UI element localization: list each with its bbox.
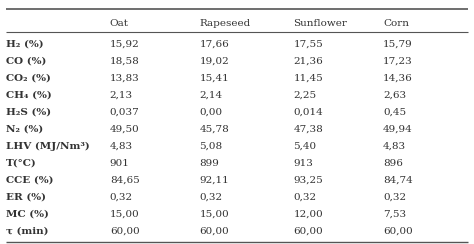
Text: N₂ (%): N₂ (%) <box>6 125 43 134</box>
Text: CCE (%): CCE (%) <box>6 176 54 184</box>
Text: H₂S (%): H₂S (%) <box>6 108 51 117</box>
Text: 17,55: 17,55 <box>293 40 323 49</box>
Text: T(°C): T(°C) <box>6 159 37 168</box>
Text: 899: 899 <box>199 159 219 168</box>
Text: 2,63: 2,63 <box>383 91 406 100</box>
Text: 15,00: 15,00 <box>110 210 139 219</box>
Text: 0,32: 0,32 <box>293 193 317 202</box>
Text: 2,14: 2,14 <box>199 91 222 100</box>
Text: 19,02: 19,02 <box>199 57 229 66</box>
Text: 0,037: 0,037 <box>110 108 139 117</box>
Text: MC (%): MC (%) <box>6 210 49 219</box>
Text: 17,23: 17,23 <box>383 57 413 66</box>
Text: 0,32: 0,32 <box>199 193 222 202</box>
Text: 4,83: 4,83 <box>110 142 133 151</box>
Text: 49,94: 49,94 <box>383 125 413 134</box>
Text: 13,83: 13,83 <box>110 74 139 83</box>
Text: ER (%): ER (%) <box>6 193 46 202</box>
Text: 14,36: 14,36 <box>383 74 413 83</box>
Text: 60,00: 60,00 <box>199 226 229 235</box>
Text: 17,66: 17,66 <box>199 40 229 49</box>
Text: τ (min): τ (min) <box>6 226 49 235</box>
Text: CO (%): CO (%) <box>6 57 46 66</box>
Text: 15,41: 15,41 <box>199 74 229 83</box>
Text: 2,13: 2,13 <box>110 91 133 100</box>
Text: 11,45: 11,45 <box>293 74 323 83</box>
Text: 15,92: 15,92 <box>110 40 139 49</box>
Text: H₂ (%): H₂ (%) <box>6 40 44 49</box>
Text: Oat: Oat <box>110 19 129 28</box>
Text: LHV (MJ/Nm³): LHV (MJ/Nm³) <box>6 142 90 151</box>
Text: 15,00: 15,00 <box>199 210 229 219</box>
Text: 18,58: 18,58 <box>110 57 139 66</box>
Text: 60,00: 60,00 <box>110 226 139 235</box>
Text: 5,40: 5,40 <box>293 142 317 151</box>
Text: 60,00: 60,00 <box>293 226 323 235</box>
Text: 49,50: 49,50 <box>110 125 139 134</box>
Text: Corn: Corn <box>383 19 409 28</box>
Text: Sunflower: Sunflower <box>293 19 347 28</box>
Text: 47,38: 47,38 <box>293 125 323 134</box>
Text: 901: 901 <box>110 159 130 168</box>
Text: 0,014: 0,014 <box>293 108 323 117</box>
Text: 12,00: 12,00 <box>293 210 323 219</box>
Text: 2,25: 2,25 <box>293 91 317 100</box>
Text: 45,78: 45,78 <box>199 125 229 134</box>
Text: 4,83: 4,83 <box>383 142 406 151</box>
Text: 0,32: 0,32 <box>110 193 133 202</box>
Text: 92,11: 92,11 <box>199 176 229 184</box>
Text: 84,65: 84,65 <box>110 176 139 184</box>
Text: 5,08: 5,08 <box>199 142 222 151</box>
Text: Rapeseed: Rapeseed <box>199 19 251 28</box>
Text: 913: 913 <box>293 159 313 168</box>
Text: 0,00: 0,00 <box>199 108 222 117</box>
Text: 15,79: 15,79 <box>383 40 413 49</box>
Text: CH₄ (%): CH₄ (%) <box>6 91 52 100</box>
Text: 84,74: 84,74 <box>383 176 413 184</box>
Text: 60,00: 60,00 <box>383 226 413 235</box>
Text: 0,32: 0,32 <box>383 193 406 202</box>
Text: 7,53: 7,53 <box>383 210 406 219</box>
Text: 93,25: 93,25 <box>293 176 323 184</box>
Text: 896: 896 <box>383 159 403 168</box>
Text: 21,36: 21,36 <box>293 57 323 66</box>
Text: 0,45: 0,45 <box>383 108 406 117</box>
Text: CO₂ (%): CO₂ (%) <box>6 74 51 83</box>
